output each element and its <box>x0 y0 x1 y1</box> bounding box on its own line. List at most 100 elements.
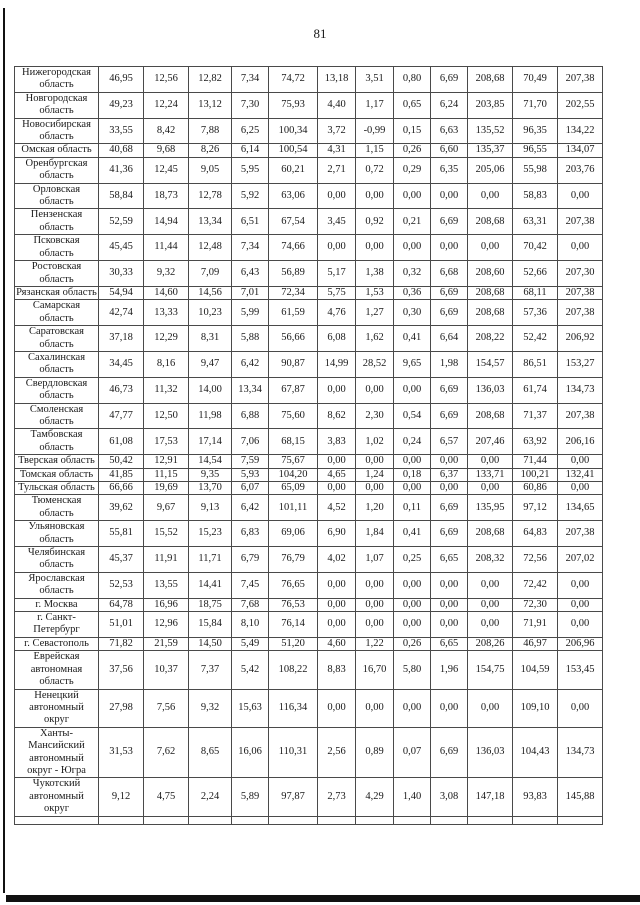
value-cell: 41,85 <box>98 467 144 483</box>
value-cell: 72,42 <box>512 571 558 599</box>
value-cell: 0,00 <box>557 234 603 262</box>
value-cell: 6,51 <box>231 208 269 236</box>
value-cell: 0,00 <box>393 571 431 599</box>
value-cell: 0,26 <box>393 636 431 652</box>
value-cell: 0,00 <box>393 597 431 613</box>
value-cell: 5,17 <box>317 260 356 287</box>
value-cell: 4,65 <box>317 467 356 483</box>
value-cell: 13,34 <box>231 376 269 404</box>
value-cell: 75,60 <box>268 402 318 430</box>
value-cell: 16,06 <box>231 726 269 779</box>
value-cell: 6,69 <box>430 285 468 301</box>
table-row: г. Севастополь 71,82 21,59 14,50 5,49 51,20 4,… <box>14 636 603 652</box>
value-cell: 14,56 <box>188 285 232 301</box>
value-cell: 1,62 <box>355 325 394 352</box>
value-cell: 7,45 <box>231 571 269 599</box>
value-cell: 6,07 <box>231 480 269 496</box>
value-cell: 208,60 <box>467 260 513 287</box>
table-row: Челябинская область 45,37 11,91 11,71 6,79 76… <box>14 546 603 573</box>
value-cell: 52,42 <box>512 325 558 352</box>
value-cell: 101,11 <box>268 494 318 522</box>
value-cell: 3,83 <box>317 428 356 456</box>
value-cell: 7,68 <box>231 597 269 613</box>
value-cell: 1,40 <box>393 777 431 817</box>
value-cell: 1,07 <box>355 546 394 573</box>
table-row: г. Москва 64,78 16,96 18,75 7,68 76,53 0,00 0,0… <box>14 597 603 613</box>
value-cell: 0,72 <box>355 156 394 184</box>
value-cell: 8,62 <box>317 402 356 430</box>
table-row: Самарская область 42,74 13,33 10,23 5,99 61,5… <box>14 299 603 327</box>
value-cell: 134,22 <box>557 117 603 145</box>
value-cell: 6,69 <box>430 402 468 430</box>
value-cell: 5,42 <box>231 650 269 690</box>
value-cell: 60,21 <box>268 156 318 184</box>
value-cell: 72,34 <box>268 285 318 301</box>
value-cell: 3,45 <box>317 208 356 236</box>
value-cell: 86,51 <box>512 350 558 378</box>
value-cell: 33,55 <box>98 117 144 145</box>
value-cell: 0,00 <box>430 182 468 210</box>
value-cell: 6,90 <box>317 520 356 548</box>
value-cell <box>98 815 144 825</box>
value-cell: 14,41 <box>188 571 232 599</box>
value-cell: 13,18 <box>317 66 356 93</box>
value-cell: 0,00 <box>430 234 468 262</box>
value-cell: -0,99 <box>355 117 394 145</box>
value-cell: 7,30 <box>231 91 269 119</box>
value-cell: 11,71 <box>188 546 232 573</box>
value-cell: 4,40 <box>317 91 356 119</box>
value-cell: 42,74 <box>98 299 144 327</box>
table-row: Тульская область 66,66 19,69 13,70 6,07 65,09… <box>14 480 603 496</box>
value-cell: 68,11 <box>512 285 558 301</box>
value-cell: 6,42 <box>231 494 269 522</box>
value-cell: 76,65 <box>268 571 318 599</box>
value-cell: 132,41 <box>557 467 603 483</box>
region-cell: Самарская область <box>14 299 99 327</box>
value-cell: 0,36 <box>393 285 431 301</box>
value-cell: 0,00 <box>557 597 603 613</box>
value-cell: 206,92 <box>557 325 603 352</box>
region-cell: Еврейская автономная область <box>14 650 99 690</box>
value-cell: 5,95 <box>231 156 269 184</box>
value-cell: 64,78 <box>98 597 144 613</box>
region-cell: г. Москва <box>14 597 99 613</box>
value-cell: 3,08 <box>430 777 468 817</box>
value-cell: 6,14 <box>231 143 269 158</box>
value-cell: 206,16 <box>557 428 603 456</box>
value-cell: 3,51 <box>355 66 394 93</box>
region-cell: Тульская область <box>14 480 99 496</box>
region-cell: Нижегородская область <box>14 66 99 93</box>
value-cell: 76,14 <box>268 611 318 638</box>
region-cell: Пензенская область <box>14 208 99 236</box>
value-cell: 0,00 <box>430 597 468 613</box>
value-cell: 61,59 <box>268 299 318 327</box>
table-row: Оренбургская область 41,36 12,45 9,05 5,95 60… <box>14 156 603 184</box>
value-cell: 0,00 <box>430 571 468 599</box>
value-cell: 1,15 <box>355 143 394 158</box>
region-cell: Челябинская область <box>14 546 99 573</box>
value-cell: 9,47 <box>188 350 232 378</box>
value-cell: 55,98 <box>512 156 558 184</box>
value-cell: 0,00 <box>355 597 394 613</box>
value-cell: 207,38 <box>557 208 603 236</box>
value-cell: 67,87 <box>268 376 318 404</box>
value-cell: 74,72 <box>268 66 318 93</box>
value-cell: 6,60 <box>430 143 468 158</box>
value-cell: 14,00 <box>188 376 232 404</box>
value-cell: 17,53 <box>143 428 189 456</box>
value-cell: 208,68 <box>467 402 513 430</box>
value-cell: 14,50 <box>188 636 232 652</box>
value-cell: 63,92 <box>512 428 558 456</box>
value-cell: 0,54 <box>393 402 431 430</box>
value-cell: 207,02 <box>557 546 603 573</box>
value-cell: 208,68 <box>467 285 513 301</box>
value-cell: 93,83 <box>512 777 558 817</box>
region-cell: Смоленская область <box>14 402 99 430</box>
value-cell: 202,55 <box>557 91 603 119</box>
region-cell: Новосибирская область <box>14 117 99 145</box>
region-cell: Ненецкий автономный округ <box>14 688 99 728</box>
value-cell: 5,89 <box>231 777 269 817</box>
value-cell: 2,24 <box>188 777 232 817</box>
value-cell: 65,09 <box>268 480 318 496</box>
value-cell: 10,23 <box>188 299 232 327</box>
